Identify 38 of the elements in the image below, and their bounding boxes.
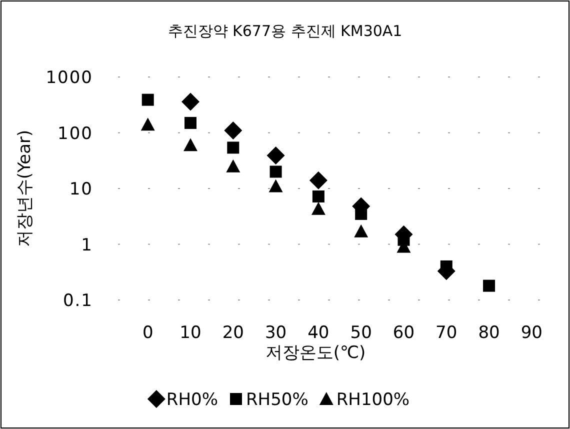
- x-tick-label: 10: [180, 323, 202, 343]
- legend-label: RH50%: [246, 390, 308, 410]
- point: [142, 94, 154, 106]
- point: [227, 142, 240, 154]
- y-tick-label: 100: [58, 124, 93, 144]
- x-axis-title: 저장온도(℃): [265, 343, 366, 363]
- x-tick-label: 20: [222, 323, 244, 343]
- point: [140, 118, 155, 131]
- y-tick-label: 1: [81, 235, 93, 256]
- point: [354, 224, 368, 238]
- x-tick-label: 30: [264, 323, 287, 343]
- point: [483, 280, 496, 292]
- point: [266, 146, 285, 165]
- x-tick-label: 90: [520, 323, 542, 343]
- chart-title: 추진장약 K677용 추진제 KM30A1: [168, 22, 402, 40]
- x-tick-label: 60: [392, 323, 415, 343]
- x-tick-label: 80: [478, 323, 500, 343]
- point: [184, 116, 196, 129]
- x-tick-label: 40: [308, 323, 330, 343]
- point: [311, 202, 326, 215]
- y-tick-label: 0.1: [62, 291, 93, 311]
- point: [224, 121, 242, 140]
- legend-label: RH100%: [336, 390, 410, 410]
- point: [226, 159, 240, 172]
- point: [355, 208, 368, 220]
- point: [312, 190, 324, 202]
- y-axis-title: 저장년수(Year): [15, 130, 35, 248]
- y-tick-label: 1000: [46, 68, 93, 88]
- point: [270, 166, 282, 178]
- x-tick-label: 0: [142, 323, 154, 343]
- point: [309, 171, 328, 190]
- point: [182, 92, 200, 111]
- x-tick-label: 70: [436, 323, 458, 343]
- legend-label: RH0%: [166, 390, 218, 410]
- y-tick-label: 10: [69, 180, 93, 200]
- point: [268, 179, 283, 192]
- point: [184, 138, 198, 152]
- x-tick-label: 50: [350, 323, 372, 343]
